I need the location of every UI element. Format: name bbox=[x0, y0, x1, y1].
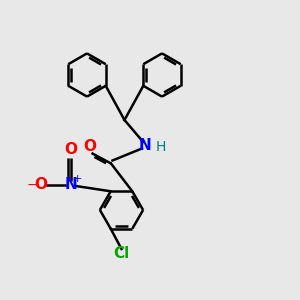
Text: O: O bbox=[64, 142, 77, 158]
Text: N: N bbox=[139, 138, 152, 153]
Text: O: O bbox=[83, 140, 97, 154]
Text: O: O bbox=[34, 177, 47, 192]
Text: N: N bbox=[64, 177, 77, 192]
Text: H: H bbox=[155, 140, 166, 154]
Text: Cl: Cl bbox=[113, 246, 130, 261]
Text: −: − bbox=[26, 178, 38, 191]
Text: +: + bbox=[72, 174, 82, 184]
